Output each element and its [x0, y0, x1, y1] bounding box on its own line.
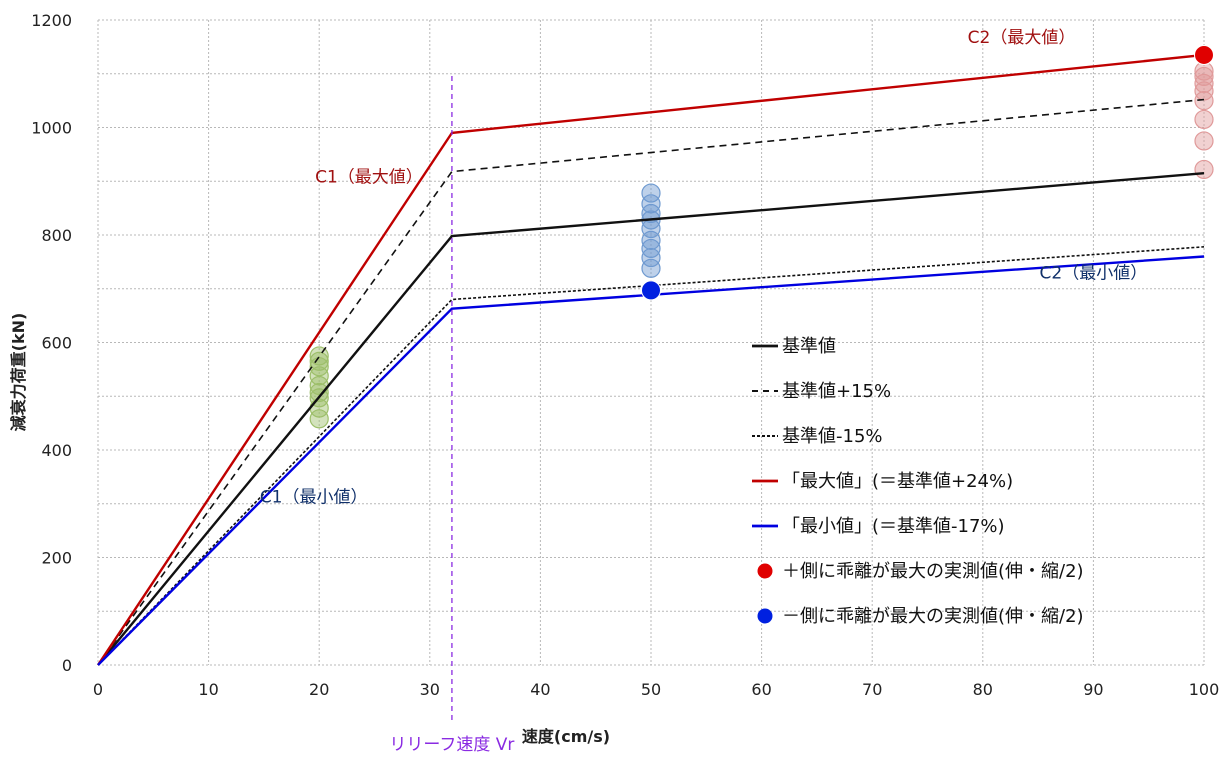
measurement-point [641, 183, 661, 203]
annotation-label: C1（最小値） [260, 488, 368, 508]
legend-label: 「最小値」(＝基準値-17%) [782, 516, 1005, 537]
x-tick-label: 90 [1083, 680, 1103, 699]
measurement-point [641, 238, 661, 259]
measurement-point [309, 346, 329, 366]
relief-speed-label: リリーフ速度 Vr [389, 735, 514, 755]
y-tick-label: 1000 [31, 119, 72, 138]
measurement-point [1194, 109, 1214, 130]
legend-label: 基準値+15% [782, 381, 891, 402]
series-line [97, 246, 1205, 666]
relief-speed-marker: リリーフ速度 Vr [389, 76, 514, 755]
x-tick-labels: 0 10 20 30 40 50 60 70 80 90 100 [93, 680, 1219, 699]
extreme-marker [1194, 44, 1214, 65]
x-tick-label: 100 [1189, 680, 1220, 699]
x-tick-label: 80 [973, 680, 993, 699]
y-tick-label: 200 [41, 549, 72, 568]
measurement-point [309, 382, 329, 403]
y-axis-label: 減衰力荷重(kN) [9, 313, 28, 432]
y-tick-label: 400 [41, 441, 72, 460]
x-axis-label: 速度(cm/s) [522, 727, 610, 746]
legend-label: ＋側に乖離が最大の実測値(伸・縮/2) [782, 561, 1084, 582]
legend-label: 基準値 [782, 336, 836, 357]
y-tick-label: 0 [62, 656, 72, 675]
y-tick-label: 600 [41, 334, 72, 353]
annotations: C1（最大値） C1（最小値） C2（最大値） C2（最小値） [260, 28, 1147, 508]
y-tick-label: 800 [41, 226, 72, 245]
measurement-point [309, 351, 329, 371]
x-tick-label: 20 [309, 680, 329, 699]
measurement-point [309, 409, 329, 429]
x-tick-label: 30 [420, 680, 440, 699]
x-tick-label: 70 [862, 680, 882, 699]
measurement-point [1194, 91, 1214, 111]
extreme-markers [641, 44, 1214, 301]
y-tick-label: 1200 [31, 11, 72, 30]
legend-label: 「最大値」(＝基準値+24%) [782, 471, 1013, 492]
series-line [97, 255, 1205, 666]
series-line [97, 98, 1205, 666]
x-tick-label: 50 [641, 680, 661, 699]
measurement-point [1194, 66, 1214, 87]
legend-swatch [757, 608, 773, 624]
legend-label: 基準値-15% [782, 426, 883, 447]
annotation-label: C2（最小値） [1040, 263, 1148, 283]
series-line [97, 171, 1205, 666]
y-tick-labels: 0 200 400 600 800 1000 1200 [31, 11, 72, 675]
measurement-point [641, 194, 661, 214]
legend-swatch [757, 563, 773, 579]
measurement-point [1194, 159, 1214, 180]
measurement-point [641, 258, 661, 278]
extreme-marker [641, 280, 661, 301]
x-tick-label: 10 [198, 680, 218, 699]
annotation-label: C1（最大値） [315, 168, 423, 188]
grid [97, 19, 1205, 666]
x-tick-label: 60 [751, 680, 771, 699]
annotation-label: C2（最大値） [968, 28, 1076, 48]
x-tick-label: 0 [93, 680, 103, 699]
measurement-point [1194, 131, 1214, 151]
legend-label: －側に乖離が最大の実測値(伸・縮/2) [782, 606, 1084, 627]
x-tick-label: 40 [530, 680, 550, 699]
